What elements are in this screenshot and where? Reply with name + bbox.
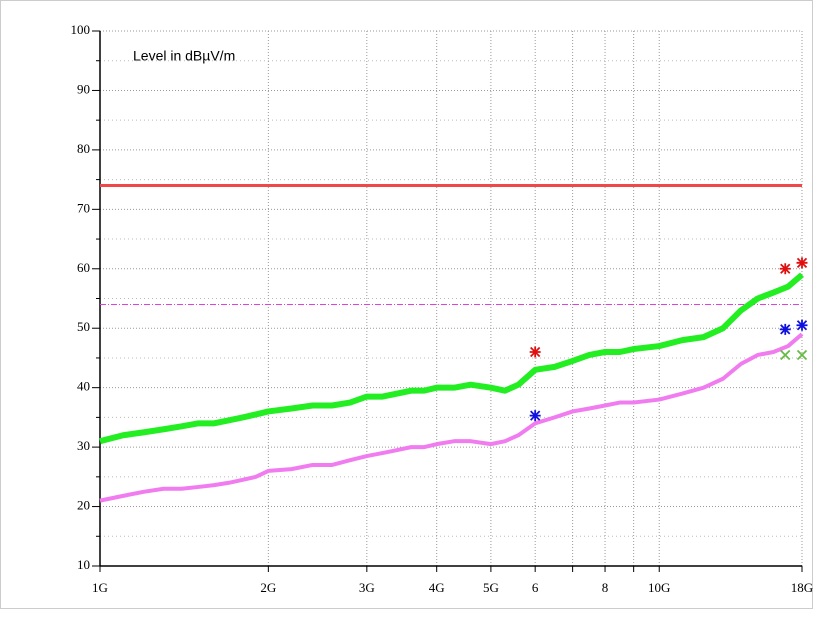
marker <box>529 410 541 422</box>
marker <box>796 319 808 331</box>
y-tick-label: 90 <box>77 81 90 96</box>
y-tick-label: 30 <box>77 438 90 453</box>
trace <box>99 272 804 445</box>
y-tick-label: 80 <box>77 141 90 156</box>
chart-title: Level in dBµV/m <box>133 48 235 64</box>
marker <box>796 257 808 269</box>
x-tick-label: 10G <box>648 580 670 595</box>
marker <box>779 323 791 335</box>
y-tick-label: 70 <box>77 200 90 215</box>
x-tick-label: 6 <box>532 580 539 595</box>
x-tick-label: 5G <box>483 580 499 595</box>
y-tick-label: 60 <box>77 260 90 275</box>
x-tick-label: 2G <box>260 580 276 595</box>
y-tick-label: 40 <box>77 379 90 394</box>
x-tick-label: 1G <box>92 580 108 595</box>
marker <box>779 263 791 275</box>
x-tick-label: 18G <box>791 580 813 595</box>
x-tick-label: 3G <box>359 580 375 595</box>
y-tick-label: 100 <box>71 22 91 37</box>
y-tick-label: 20 <box>77 498 90 513</box>
x-tick-label: 8 <box>602 580 609 595</box>
marker <box>780 349 791 361</box>
y-tick-label: 10 <box>77 557 90 572</box>
y-tick-label: 50 <box>77 319 90 334</box>
x-tick-label: 4G <box>429 580 445 595</box>
marker <box>529 346 541 358</box>
marker <box>796 349 808 361</box>
trace <box>99 332 804 503</box>
